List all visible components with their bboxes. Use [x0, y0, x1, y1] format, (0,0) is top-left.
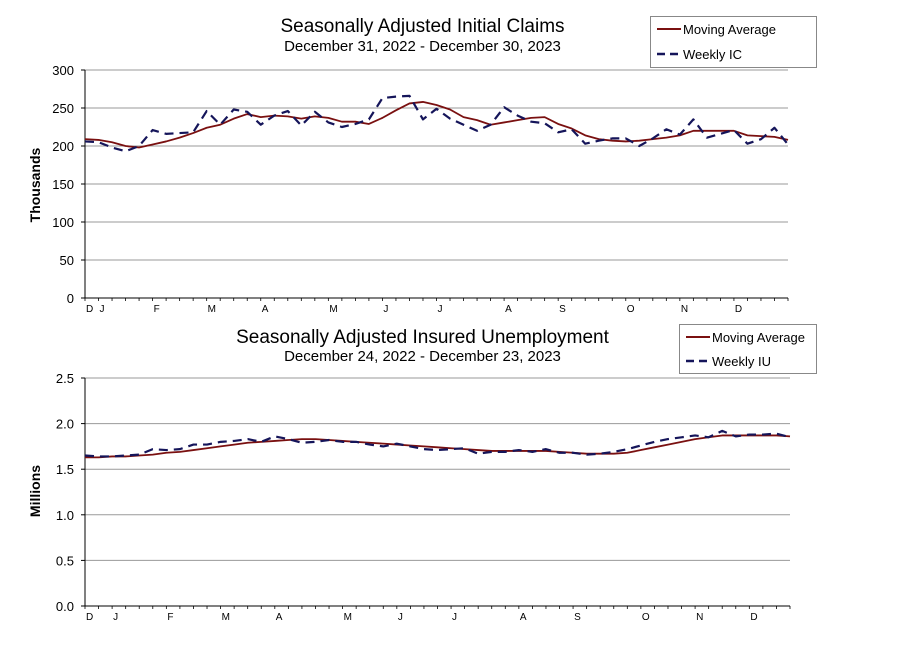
chart2-title: Seasonally Adjusted Insured Unemployment — [236, 327, 609, 348]
chart1-legend: Moving Average Weekly IC — [650, 16, 817, 68]
chart1-subtitle: December 31, 2022 - December 30, 2023 — [284, 38, 561, 55]
chart2-month-label: O — [642, 612, 650, 623]
chart2-legend-label-moving-average: Moving Average — [712, 329, 805, 345]
chart2-month-label: J — [398, 612, 403, 623]
chart2-month-label: N — [696, 612, 703, 623]
chart1-legend-item-moving-average: Moving Average — [651, 21, 776, 37]
chart2-month-label: A — [520, 612, 527, 623]
chart1-ytick-label: 300 — [52, 63, 74, 78]
chart2-subtitle: December 24, 2022 - December 23, 2023 — [284, 348, 561, 365]
initial-claims-panel: Seasonally Adjusted Initial Claims Decem… — [0, 0, 899, 320]
chart1-month-label: N — [681, 304, 688, 315]
chart1-ytick-label: 100 — [52, 215, 74, 230]
chart1-ytick-label: 150 — [52, 177, 74, 192]
chart2-month-label: J — [452, 612, 457, 623]
chart2-month-label: M — [222, 612, 230, 623]
dashed-line-icon — [686, 359, 710, 363]
chart1-series-weekly-line — [84, 94, 789, 153]
chart1-legend-label-moving-average: Moving Average — [683, 21, 776, 37]
chart1-ytick-label: 50 — [60, 253, 74, 268]
chart2-legend-item-weekly: Weekly IU — [680, 353, 771, 369]
chart1-month-label: D — [86, 304, 93, 315]
chart1-ytick-label: 200 — [52, 139, 74, 154]
chart1-ytick-label: 250 — [52, 101, 74, 116]
chart2-ytick-label: 2.5 — [56, 371, 74, 386]
chart1-month-label: M — [329, 304, 337, 315]
chart2-month-label: F — [167, 612, 173, 623]
chart1-month-label: M — [208, 304, 216, 315]
chart2-legend: Moving Average Weekly IU — [679, 324, 817, 374]
chart1-month-label: J — [383, 304, 388, 315]
chart2-month-label: D — [750, 612, 757, 623]
chart2-ytick-label: 0.0 — [56, 599, 74, 614]
chart1-month-label: J — [100, 304, 105, 315]
chart1-legend-label-weekly: Weekly IC — [683, 46, 742, 62]
chart2-month-label: D — [86, 612, 93, 623]
dashed-line-icon — [657, 52, 681, 56]
solid-line-icon — [686, 336, 710, 338]
solid-line-icon — [657, 28, 681, 30]
chart1-month-label: J — [438, 304, 443, 315]
chart1-month-label: O — [627, 304, 635, 315]
chart1-series-moving-average-line — [84, 101, 789, 149]
chart1-ytick-label: 0 — [67, 291, 74, 306]
chart2-series-moving-average-line — [85, 434, 791, 459]
chart2-month-label: M — [344, 612, 352, 623]
chart1-month-label: F — [154, 304, 160, 315]
chart1-title: Seasonally Adjusted Initial Claims — [280, 16, 565, 37]
chart1-month-label: D — [735, 304, 742, 315]
chart2-month-label: A — [276, 612, 283, 623]
chart2-ytick-label: 0.5 — [56, 553, 74, 568]
chart2-ytick-label: 2.0 — [56, 417, 74, 432]
chart1-month-label: S — [559, 304, 566, 315]
chart1-legend-item-weekly: Weekly IC — [651, 46, 742, 62]
chart2-legend-item-moving-average: Moving Average — [680, 329, 805, 345]
chart2-month-label: S — [574, 612, 581, 623]
chart2-series-weekly-line — [84, 429, 791, 458]
chart1-month-label: A — [262, 304, 269, 315]
chart2-month-label: J — [113, 612, 118, 623]
chart2-ytick-label: 1.5 — [56, 462, 74, 477]
chart2-legend-label-weekly: Weekly IU — [712, 353, 771, 369]
chart2-ytick-label: 1.0 — [56, 508, 74, 523]
chart1-month-label: A — [505, 304, 512, 315]
